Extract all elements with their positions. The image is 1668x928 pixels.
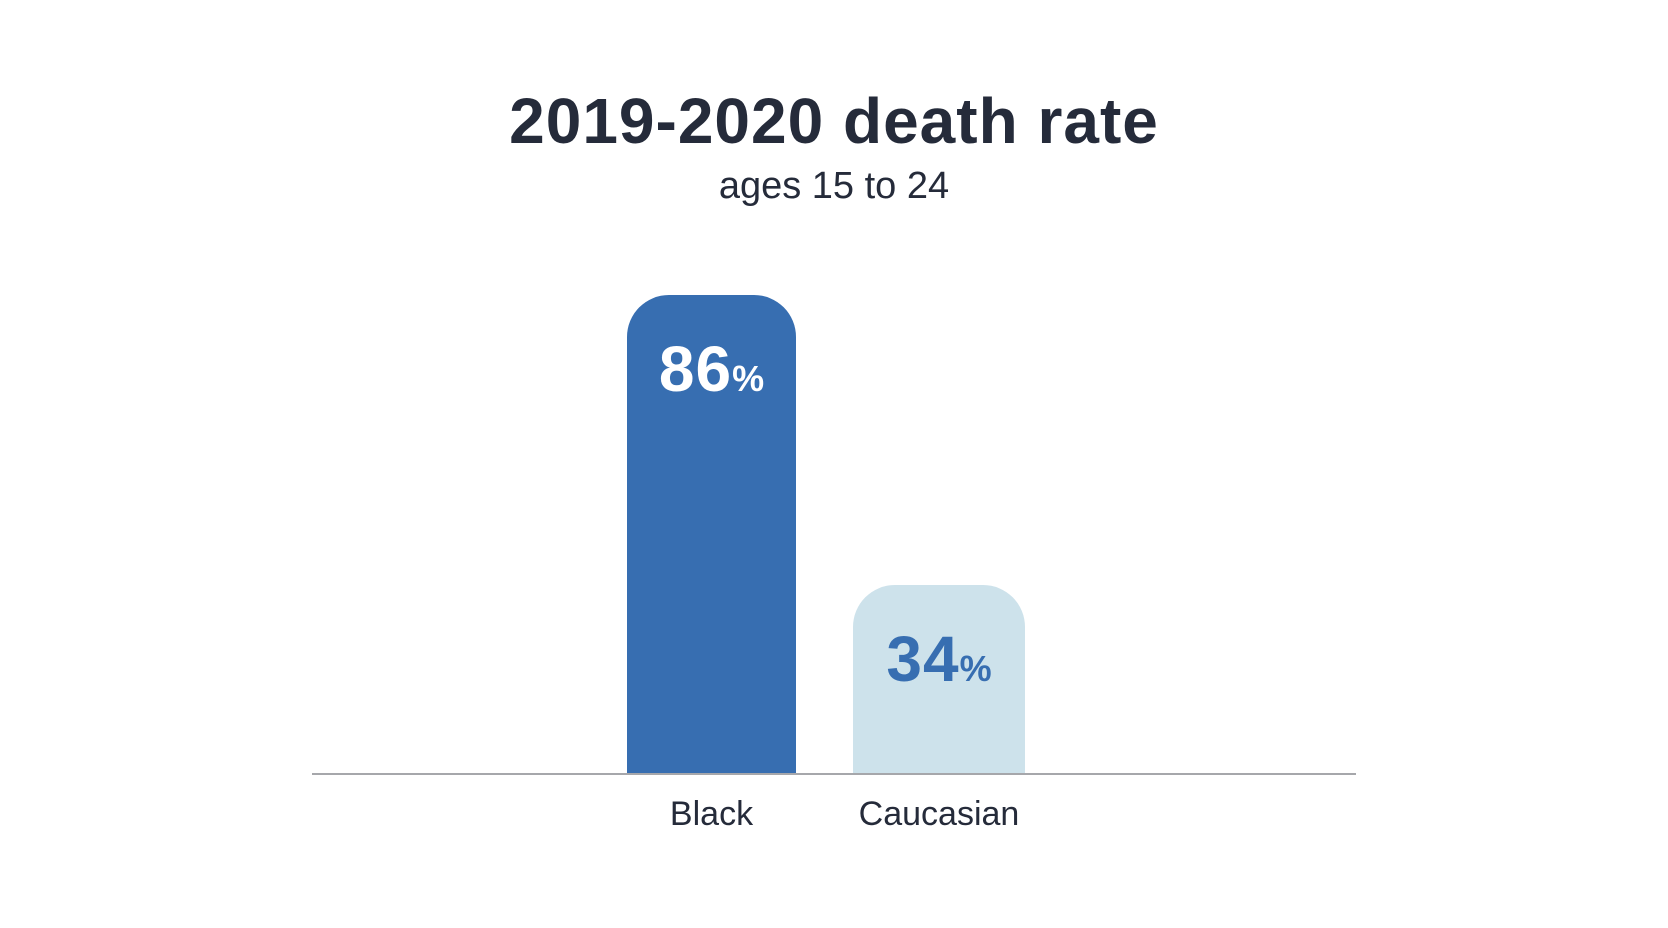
x-axis-baseline — [312, 773, 1356, 775]
bar-black-value-label: 86% — [627, 337, 796, 401]
bar-caucasian-percent-sign: % — [959, 648, 992, 689]
bar-caucasian-value-label: 34% — [853, 627, 1025, 691]
category-label-black: Black — [669, 795, 754, 833]
chart-subtitle: ages 15 to 24 — [718, 165, 950, 207]
bar-black: 86% — [627, 295, 796, 775]
category-label-caucasian: Caucasian — [858, 795, 1020, 833]
bar-black-percent-sign: % — [732, 358, 765, 399]
bar-caucasian: 34% — [853, 585, 1025, 775]
chart-title: 2019-2020 death rate — [509, 85, 1159, 157]
bar-black-value-number: 86 — [658, 333, 733, 405]
bar-caucasian-value-number: 34 — [886, 623, 960, 695]
